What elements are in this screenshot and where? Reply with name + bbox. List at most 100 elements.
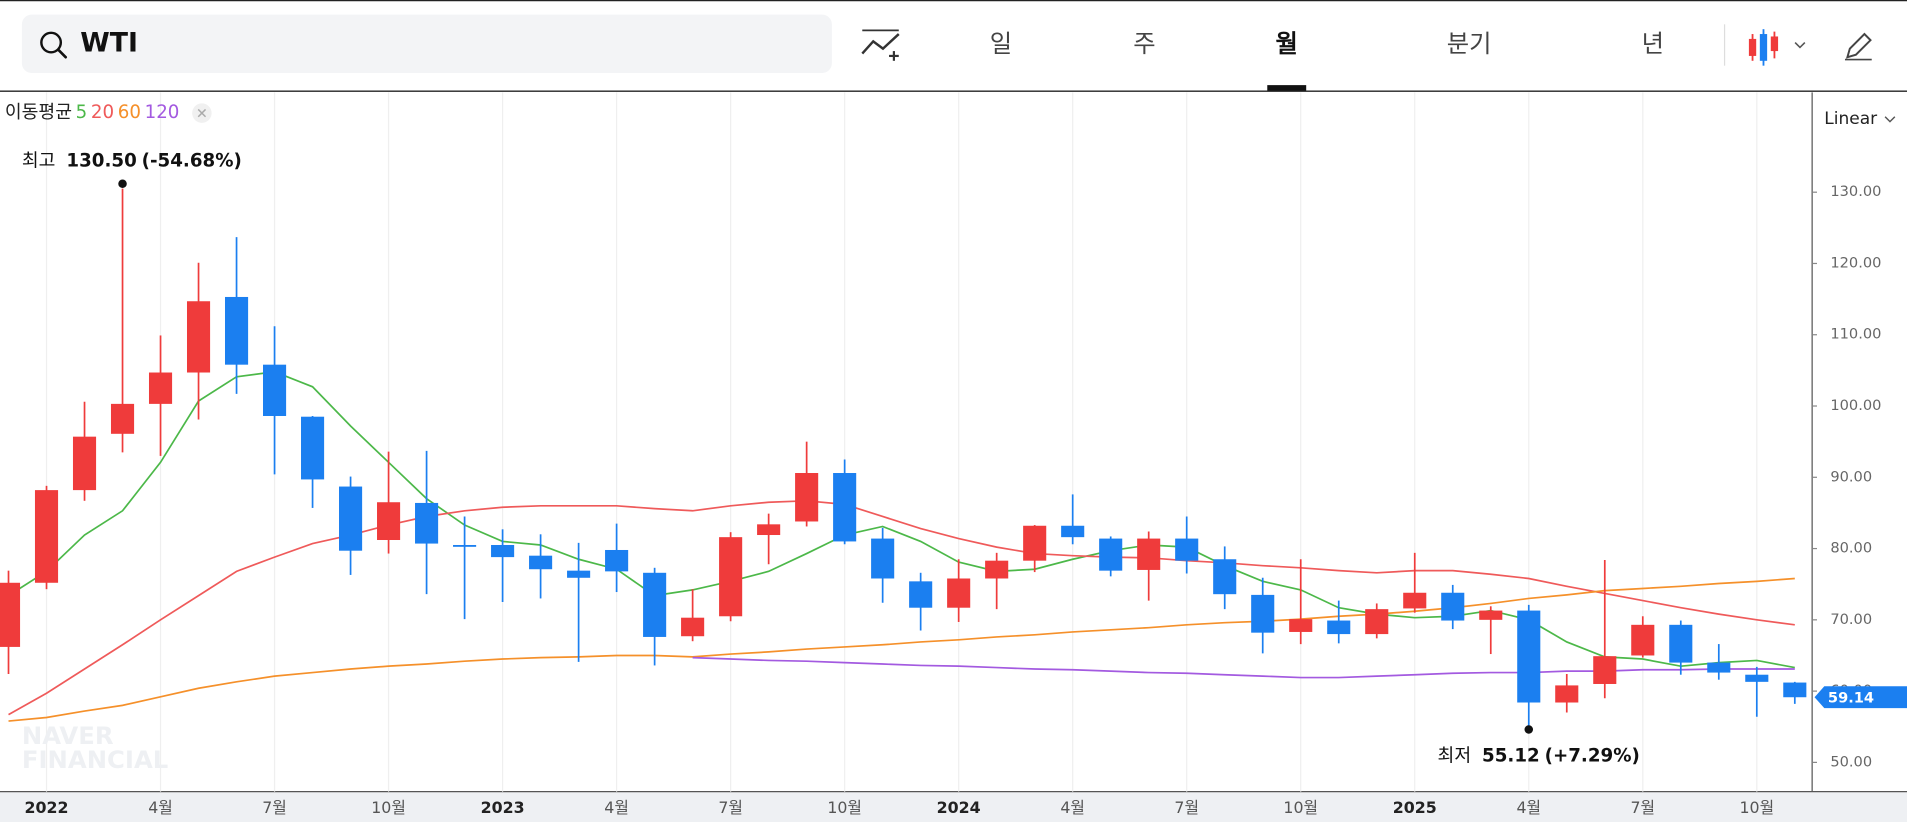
x-tick-label: 10월 bbox=[827, 798, 862, 817]
watermark-text: NAVER bbox=[22, 721, 114, 750]
legend-entry: 60 bbox=[118, 102, 141, 123]
last-price-tag bbox=[1814, 686, 1907, 709]
candle-body bbox=[643, 572, 667, 637]
indicator-icon[interactable] bbox=[861, 33, 900, 55]
x-tick-label: 7월 bbox=[262, 798, 287, 817]
chevron[interactable] bbox=[1794, 42, 1806, 49]
period-tab[interactable]: 주 bbox=[1133, 29, 1155, 58]
candle-body bbox=[795, 473, 819, 522]
candle-body bbox=[1061, 525, 1085, 538]
high-change: (-54.68%) bbox=[142, 151, 242, 172]
search-icon-handle bbox=[57, 48, 68, 59]
legend-entry: 120 bbox=[145, 102, 180, 123]
candle-body bbox=[985, 560, 1009, 579]
draw-button[interactable] bbox=[1844, 32, 1872, 61]
search-box[interactable]: WTI bbox=[21, 14, 832, 73]
icon-candle[interactable] bbox=[1770, 36, 1779, 52]
y-tick-label: 130.00 bbox=[1830, 183, 1881, 200]
y-tick-label: 70.00 bbox=[1830, 611, 1872, 628]
period-tab[interactable]: 분기 bbox=[1447, 29, 1492, 58]
period-tabs: 일 주 월 분기 년 bbox=[990, 29, 1664, 92]
candle-body bbox=[0, 582, 21, 647]
candle-body bbox=[719, 537, 743, 617]
y-tick-label: 110.00 bbox=[1830, 326, 1881, 343]
candle-body bbox=[1327, 620, 1351, 635]
high-note: 최고 130.50 (-54.68%) bbox=[22, 151, 242, 172]
pencil-icon[interactable] bbox=[1845, 32, 1872, 59]
x-tick-label: 10월 bbox=[1739, 798, 1774, 817]
period-tab[interactable]: 일 bbox=[990, 29, 1012, 58]
search-icon[interactable] bbox=[40, 31, 63, 54]
x-tick-label: 2022 bbox=[25, 798, 69, 817]
legend-entry: 5 bbox=[76, 102, 88, 123]
candle-body bbox=[1403, 592, 1427, 609]
candle-body bbox=[1707, 662, 1731, 673]
icon-candle[interactable] bbox=[1759, 34, 1768, 61]
candle-body bbox=[263, 364, 287, 416]
candle-body bbox=[1099, 538, 1123, 571]
candle-body bbox=[947, 578, 971, 608]
candle-body bbox=[339, 486, 363, 551]
y-tick-label: 80.00 bbox=[1830, 540, 1872, 557]
legend: 이동평균 5 20 60 120 bbox=[5, 102, 180, 123]
search-field[interactable] bbox=[21, 14, 832, 73]
plot-area bbox=[0, 188, 1807, 726]
candle-body bbox=[833, 473, 857, 542]
candle-body bbox=[909, 581, 933, 608]
low-change: (+7.29%) bbox=[1545, 745, 1640, 766]
candle-body bbox=[1669, 624, 1693, 663]
x-tick-label: 4월 bbox=[1060, 798, 1085, 817]
candle-body bbox=[1479, 610, 1503, 620]
grid: 50.0060.0070.0080.0090.00100.00110.00120… bbox=[25, 92, 1881, 817]
low-marker bbox=[1524, 725, 1534, 734]
candle-body bbox=[1251, 594, 1275, 633]
last-price-label: 59.14 bbox=[1828, 689, 1874, 706]
scale-dropdown[interactable]: Linear bbox=[1824, 109, 1896, 129]
high-value: 130.50 bbox=[66, 151, 136, 172]
candle-body bbox=[1175, 538, 1199, 561]
candle-body bbox=[1517, 610, 1541, 703]
x-axis-band bbox=[0, 791, 1907, 822]
x-tick-label: 10월 bbox=[1283, 798, 1318, 817]
x-tick-label: 2025 bbox=[1393, 798, 1437, 817]
high-label: 최고 bbox=[22, 151, 56, 172]
overlay: 이동평균 5 20 60 120 최고 130.50 (-54.68%) 최저 55.12 (+7.… bbox=[5, 102, 1907, 766]
candle-body bbox=[1289, 619, 1313, 632]
x-tick-label: 4월 bbox=[148, 798, 173, 817]
candle-body bbox=[1631, 624, 1655, 656]
watermark-text: FINANCIAL bbox=[22, 745, 168, 774]
candle-body bbox=[681, 617, 705, 637]
high-marker bbox=[118, 179, 127, 189]
low-note: 최저 55.12 (+7.29%) bbox=[1438, 745, 1640, 766]
search-query[interactable]: WTI bbox=[80, 27, 138, 58]
indicator-button[interactable] bbox=[861, 29, 900, 61]
x-tick-label: 7월 bbox=[1630, 798, 1655, 817]
candle-body bbox=[377, 502, 401, 541]
period-tab[interactable]: 월 bbox=[1276, 29, 1298, 58]
candle-body bbox=[491, 544, 515, 558]
candle-body bbox=[1213, 559, 1237, 595]
legend-title: 이동평균 bbox=[5, 102, 72, 123]
candle-body bbox=[1137, 538, 1161, 570]
period-tab[interactable]: 년 bbox=[1642, 29, 1664, 58]
candle-body bbox=[1441, 592, 1465, 621]
x-tick-label: 7월 bbox=[718, 798, 743, 817]
chart-type-button[interactable] bbox=[1748, 29, 1806, 66]
x-tick-label: 10월 bbox=[371, 798, 406, 817]
y-tick-label: 90.00 bbox=[1830, 468, 1872, 485]
candle-body bbox=[529, 555, 553, 570]
chevron[interactable] bbox=[1884, 116, 1896, 123]
candle-body bbox=[224, 296, 249, 365]
candle-body bbox=[605, 549, 629, 572]
scale-mode[interactable]: Linear bbox=[1824, 109, 1877, 129]
candle-body bbox=[1593, 656, 1617, 684]
x-tick-label: 2023 bbox=[481, 798, 525, 817]
low-value: 55.12 bbox=[1482, 745, 1540, 766]
icon-candle[interactable] bbox=[1748, 38, 1757, 56]
moving-average-line bbox=[8, 499, 1795, 716]
candle-body bbox=[453, 544, 477, 547]
active-tab-indicator bbox=[1267, 85, 1307, 92]
candle-body bbox=[871, 538, 895, 579]
